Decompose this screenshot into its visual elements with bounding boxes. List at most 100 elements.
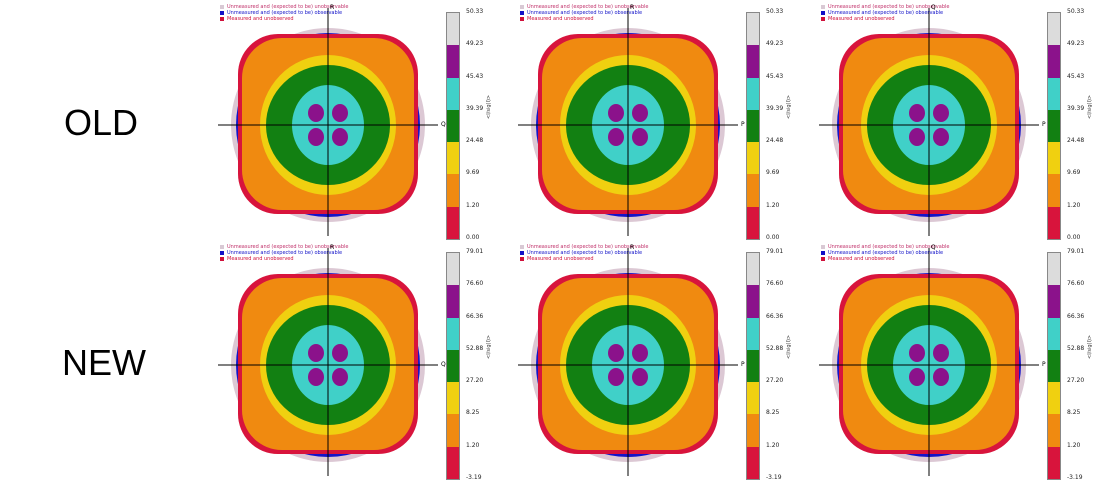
legend-item: Unmeasured and (expected to be) observab… [821,250,949,256]
color-scale-tick: 1.20 [766,441,780,449]
legend-swatch [220,17,224,21]
color-scale-segment [1048,13,1060,46]
color-scale-unit: <I/sig(I)> [486,94,492,119]
color-scale-tick: 27.20 [766,377,784,385]
band-purple [308,368,324,386]
legend-text: Measured and unobserved [828,256,895,262]
legend-swatch [821,245,825,249]
color-scale-segment [747,13,759,46]
color-scale-segment [447,253,459,286]
color-scale-tick: 66.36 [466,312,484,320]
color-scale-segment [1048,446,1060,479]
color-scale-segment [1048,317,1060,350]
color-scale-tick: 50.33 [1067,8,1085,15]
band-purple [933,104,949,122]
color-scale-tick: 1.20 [1067,441,1081,449]
band-purple [332,104,348,122]
color-scale-tick: 24.48 [466,137,484,145]
legend-swatch [821,11,825,15]
color-scale-bar [746,12,760,240]
band-purple [332,344,348,362]
legend-item: Unmeasured and (expected to be) observab… [821,10,949,16]
top-axis-label: R [630,244,635,251]
legend-swatch [520,251,524,255]
color-scale-segment [747,349,759,383]
color-scale-unit: <I/sig(I)> [1087,94,1093,119]
color-scale-tick: 49.23 [466,40,484,48]
color-scale-tick: 24.48 [1067,137,1085,145]
color-scale-segment [747,174,759,207]
reflection-map-panel: Unmeasured and (expected to be) unobserv… [516,244,816,481]
color-scale-tick: 49.23 [766,40,784,48]
color-scale-tick: 1.20 [466,441,480,449]
color-scale-segment [1048,206,1060,239]
color-scale-segment [447,174,459,207]
color-scale-segment [447,414,459,447]
map-legend: Unmeasured and (expected to be) unobserv… [520,244,648,262]
legend-text: Unmeasured and (expected to be) unobserv… [828,244,950,250]
color-scale-segment [447,317,459,350]
color-scale-segment [447,45,459,78]
band-purple [632,104,648,122]
color-scale-bar [1047,252,1061,480]
color-scale-tick: 0.00 [766,234,780,241]
color-scale-tick: 1.20 [766,201,780,209]
color-scale-tick: 52.88 [1067,344,1085,352]
legend-text: Unmeasured and (expected to be) unobserv… [828,4,950,10]
band-purple [608,344,624,362]
legend-text: Unmeasured and (expected to be) unobserv… [527,4,649,10]
band-purple [933,344,949,362]
reflection-map-panel: Unmeasured and (expected to be) unobserv… [516,4,816,241]
map-plot [819,8,1039,236]
legend-item: Unmeasured and (expected to be) unobserv… [520,244,648,250]
band-purple [933,128,949,146]
color-scale-segment [447,446,459,479]
band-purple [632,368,648,386]
color-scale-segment [747,45,759,78]
right-axis-label: P [1042,121,1046,128]
band-purple [308,344,324,362]
reflection-map-panel: Unmeasured and (expected to be) unobserv… [817,4,1106,241]
legend-item: Unmeasured and (expected to be) unobserv… [220,4,348,10]
top-axis-label: R [330,244,335,251]
band-purple [632,344,648,362]
color-scale-tick: 8.25 [766,409,780,417]
map-plot [218,8,438,236]
legend-item: Unmeasured and (expected to be) unobserv… [821,244,949,250]
legend-item: Unmeasured and (expected to be) observab… [220,10,348,16]
color-scale-tick: 8.25 [1067,409,1081,417]
band-purple [909,128,925,146]
legend-swatch [821,257,825,261]
color-scale-segment [1048,349,1060,383]
top-axis-label: R [330,4,335,11]
band-purple [332,128,348,146]
color-scale-tick: 8.25 [466,409,480,417]
legend-item: Unmeasured and (expected to be) observab… [220,250,348,256]
band-purple [608,104,624,122]
color-scale-segment [1048,45,1060,78]
color-scale-tick: -3.19 [1067,474,1083,481]
legend-text: Unmeasured and (expected to be) unobserv… [227,4,349,10]
color-scale-segment [747,446,759,479]
legend-item: Unmeasured and (expected to be) observab… [520,250,648,256]
legend-item: Measured and unobserved [821,16,949,22]
color-scale-tick: -3.19 [766,474,782,481]
color-scale-segment [447,13,459,46]
color-scale-segment [1048,174,1060,207]
color-scale-segment [747,317,759,350]
color-scale-segment [1048,253,1060,286]
color-scale-tick: 52.88 [466,344,484,352]
map-legend: Unmeasured and (expected to be) unobserv… [520,4,648,22]
legend-swatch [520,17,524,21]
color-scale-tick: 27.20 [466,377,484,385]
legend-item: Measured and unobserved [520,16,648,22]
color-scale-tick: 49.23 [1067,40,1085,48]
right-axis-label: Q [441,361,446,368]
color-scale-bar [1047,12,1061,240]
band-purple [308,128,324,146]
color-scale-segment [747,253,759,286]
legend-item: Unmeasured and (expected to be) observab… [520,10,648,16]
color-scale-segment [447,285,459,318]
color-scale-tick: 39.39 [1067,104,1085,112]
color-scale-segment [447,206,459,239]
